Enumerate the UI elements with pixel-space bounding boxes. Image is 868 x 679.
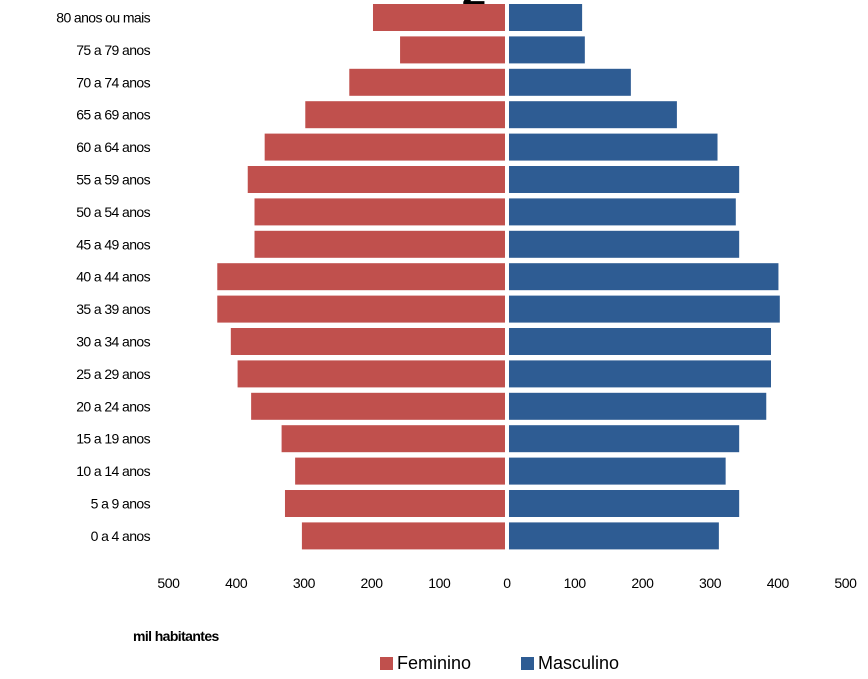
x-tick-label: 200 (631, 575, 654, 591)
bar-feminino (251, 392, 505, 420)
category-label: 10 a 14 anos (76, 463, 150, 479)
bar-feminino (284, 490, 505, 517)
x-tick-label: 0 (503, 575, 511, 591)
category-label: 20 a 24 anos (76, 398, 150, 414)
x-tick-label: 100 (564, 575, 587, 591)
bar-feminino (230, 328, 505, 355)
category-label: 0 a 4 anos (91, 528, 151, 544)
x-tick-labels: 500 400 300 200 100 0 100 200 300 400 500 (157, 575, 857, 591)
x-tick-label: 500 (157, 575, 180, 591)
category-label: 50 a 54 anos (76, 204, 150, 220)
category-label: 80 anos ou mais (56, 10, 150, 26)
bar-masculino (509, 457, 726, 485)
bars-group (217, 2, 780, 556)
legend-label: Masculino (538, 653, 619, 673)
bar-masculino (509, 166, 740, 193)
category-label: 70 a 74 anos (76, 74, 150, 90)
category-label: 45 a 49 anos (76, 236, 150, 252)
x-tick-label: 200 (361, 575, 384, 591)
bar-masculino (509, 263, 779, 291)
bar-feminino (264, 133, 505, 161)
x-tick-label: 100 (428, 575, 451, 591)
x-tick-label: 400 (225, 575, 248, 591)
bar-masculino (509, 4, 583, 31)
bar-feminino (349, 68, 505, 96)
legend-swatch (521, 657, 534, 670)
bar-masculino (509, 360, 771, 388)
bar-feminino (400, 36, 505, 64)
legend: Feminino Masculino (380, 653, 619, 673)
legend-swatch (380, 657, 393, 670)
bar-feminino (372, 4, 505, 31)
category-label: 5 a 9 anos (91, 496, 151, 512)
bar-feminino (305, 101, 505, 129)
category-labels: 80 anos ou mais 75 a 79 anos 70 a 74 anos 6… (56, 10, 151, 544)
bar-masculino (509, 328, 771, 355)
x-tick-label: 300 (699, 575, 722, 591)
category-label: 75 a 79 anos (76, 42, 150, 58)
category-label: 40 a 44 anos (76, 269, 150, 285)
category-label: 15 a 19 anos (76, 431, 150, 447)
bar-masculino (509, 230, 740, 258)
bar-masculino (509, 295, 780, 323)
x-tick-label: 300 (293, 575, 316, 591)
category-label: 25 a 29 anos (76, 366, 150, 382)
bar-masculino (509, 522, 719, 550)
bar-feminino (254, 230, 505, 258)
bar-masculino (509, 392, 767, 420)
bar-masculino (509, 36, 585, 64)
bar-masculino (509, 425, 740, 453)
legend-label: Feminino (397, 653, 471, 673)
bar-masculino (509, 198, 736, 226)
category-label: 30 a 34 anos (76, 334, 150, 350)
bar-feminino (254, 198, 505, 226)
bar-feminino (301, 522, 505, 550)
x-tick-label: 500 (834, 575, 857, 591)
bar-masculino (509, 490, 740, 517)
bar-masculino (509, 133, 718, 161)
x-tick-label: 400 (767, 575, 790, 591)
category-label: 60 a 64 anos (76, 139, 150, 155)
category-label: 35 a 39 anos (76, 301, 150, 317)
bar-masculino (509, 68, 631, 96)
bar-feminino (281, 425, 505, 453)
x-axis-title: mil habitantes (133, 628, 220, 644)
bar-feminino (237, 360, 505, 388)
bar-feminino (247, 166, 506, 193)
bar-feminino (217, 295, 505, 323)
category-label: 55 a 59 anos (76, 172, 150, 188)
bar-feminino (295, 457, 505, 485)
bar-masculino (509, 101, 677, 129)
category-label: 65 a 69 anos (76, 107, 150, 123)
bar-feminino (217, 263, 505, 291)
